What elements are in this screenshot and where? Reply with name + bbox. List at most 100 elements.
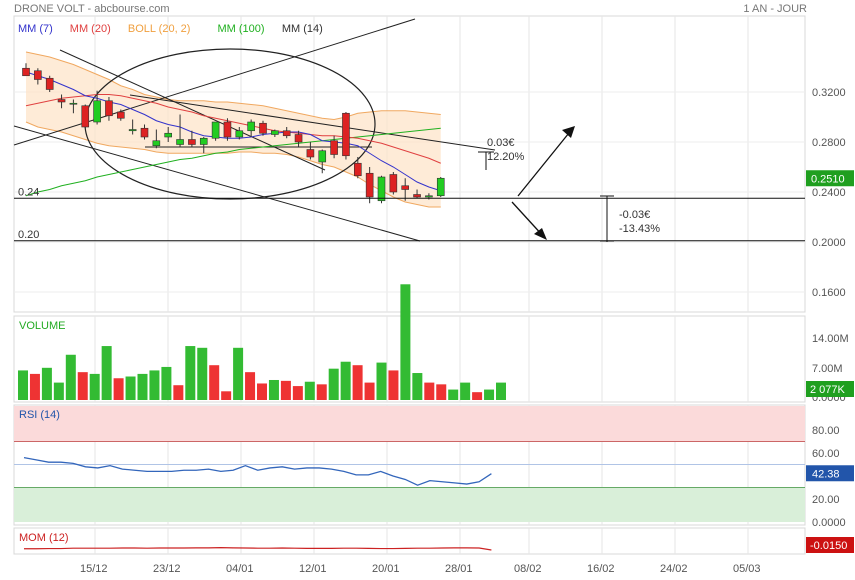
candle-body — [318, 150, 327, 163]
candle-body — [389, 174, 398, 193]
volume-bar — [197, 347, 208, 400]
volume-bar — [424, 382, 435, 400]
rsi-overbought-zone — [14, 406, 805, 442]
volume-bar — [400, 284, 411, 400]
candle-body — [306, 149, 315, 158]
mom-panel — [13, 527, 806, 555]
volume-bar — [161, 366, 172, 400]
candle-body — [152, 140, 161, 147]
channel-line — [129, 94, 496, 151]
legend-item: MM (100) — [218, 23, 265, 35]
mom-title: MOM (12) — [19, 532, 69, 544]
candle-body — [271, 130, 279, 135]
x-axis-label: 24/02 — [660, 563, 688, 575]
chart-title: DRONE VOLT - abcbourse.com — [14, 3, 170, 15]
mm7-line — [25, 71, 441, 192]
volume-bar — [484, 389, 495, 400]
volume-bar — [292, 386, 303, 400]
rsi-tick-label: 80.00 — [812, 425, 840, 437]
volume-bar — [388, 370, 399, 400]
range-up-value: 0.03€ — [487, 137, 515, 149]
x-axis-label: 23/12 — [153, 563, 181, 575]
range-down-pct: -13.43% — [619, 223, 660, 235]
trendline-up — [13, 18, 416, 146]
candle-body — [342, 112, 350, 157]
x-axis-label: 28/01 — [445, 563, 473, 575]
volume-bar — [316, 384, 327, 400]
candle-body — [436, 177, 445, 197]
candle-body — [81, 105, 90, 128]
volume-bar — [268, 379, 279, 400]
x-axis-label: 16/02 — [587, 563, 615, 575]
volume-bar — [41, 367, 52, 400]
volume-tick-label: 14.00M — [812, 333, 849, 345]
candle-body — [294, 134, 303, 143]
last-mom-badge — [806, 537, 854, 553]
volume-tick-label: 7.00M — [812, 363, 843, 375]
volume-bar — [340, 361, 351, 400]
volume-bar — [436, 384, 447, 400]
candle-body — [140, 127, 149, 138]
volume-bar — [101, 346, 112, 400]
candle-body — [45, 77, 54, 90]
candle-body — [330, 140, 338, 155]
level-label: 0.24 — [18, 186, 39, 198]
candle-body — [93, 100, 101, 123]
volume-bar — [65, 354, 76, 400]
candle-body — [105, 100, 113, 117]
candle-body — [57, 99, 66, 103]
period-label[interactable]: 1 AN - JOUR — [743, 3, 807, 15]
candle-body — [34, 70, 42, 80]
candle-body — [353, 162, 362, 177]
candle-body — [365, 172, 374, 198]
volume-bar — [233, 347, 244, 400]
candle-body — [69, 102, 78, 105]
volume-bar — [460, 382, 471, 400]
mm20-line — [25, 94, 441, 164]
legend-item: MM (7) — [18, 23, 53, 35]
last-mom-value: -0.0150 — [810, 540, 847, 552]
candle-body — [199, 137, 208, 145]
volume-bar — [376, 362, 387, 400]
range-down-value: -0.03€ — [619, 209, 650, 221]
candle-body — [176, 139, 184, 145]
volume-bar — [113, 378, 124, 400]
price-tick-label: 0.2000 — [812, 237, 846, 249]
volume-bar — [364, 382, 375, 400]
arrowhead-up — [562, 126, 575, 138]
volume-bar — [328, 368, 339, 400]
arrowhead-down — [534, 228, 547, 240]
volume-bar — [185, 346, 196, 400]
last-price-value: 0.2510 — [811, 173, 845, 185]
mm100-line — [25, 127, 441, 197]
projection-up-arrow — [517, 127, 574, 197]
volume-bar — [173, 385, 184, 400]
volume-bar — [280, 380, 291, 400]
rsi-tick-label: 60.00 — [812, 448, 840, 460]
trendline-down — [13, 125, 421, 242]
last-price-badge — [806, 170, 854, 187]
legend-item: MM (14) — [282, 23, 323, 35]
trendline-steep — [59, 49, 326, 171]
x-axis-label: 20/01 — [372, 563, 400, 575]
candle-body — [188, 139, 196, 145]
last-volume-badge — [806, 381, 854, 397]
volume-bar — [53, 382, 64, 400]
last-rsi-badge — [806, 465, 854, 482]
volume-bar — [245, 372, 256, 400]
x-axis-label: 12/01 — [299, 563, 327, 575]
volume-bar — [18, 370, 28, 400]
volume-bar — [29, 373, 40, 400]
last-rsi-value: 42.38 — [812, 468, 840, 480]
candle-body — [401, 185, 410, 190]
volume-bar — [137, 373, 148, 400]
candle-body — [377, 176, 386, 202]
x-axis-label: 15/12 — [80, 563, 108, 575]
volume-bar — [472, 392, 483, 400]
candle-body — [413, 194, 421, 198]
volume-bar — [257, 383, 267, 400]
rsi-tick-label: 0.0000 — [812, 517, 846, 529]
rsi-oversold-zone — [14, 487, 805, 522]
volume-bar — [125, 376, 136, 400]
